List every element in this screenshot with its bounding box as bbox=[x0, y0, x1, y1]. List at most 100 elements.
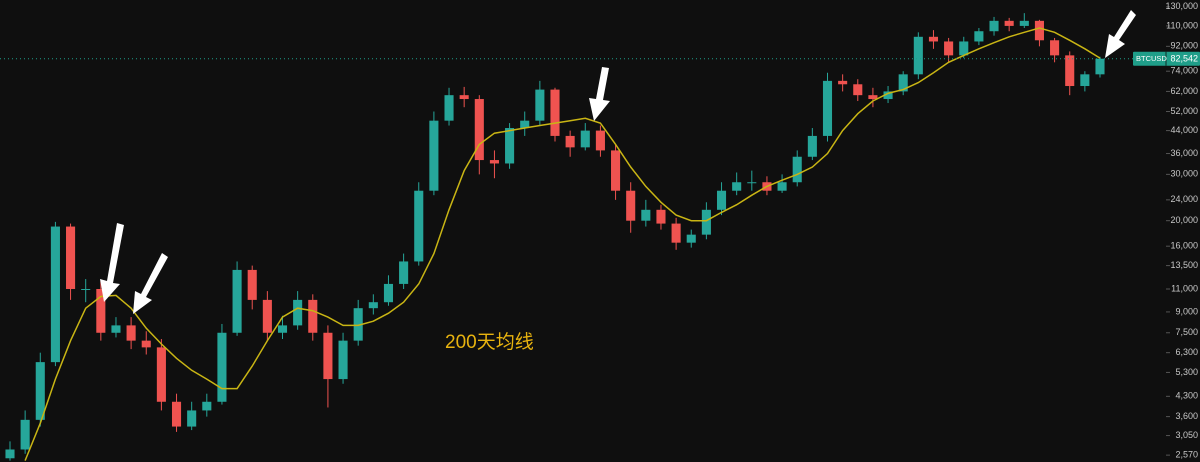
plot-area bbox=[0, 13, 1135, 461]
arrow bbox=[133, 253, 168, 314]
candle-body bbox=[928, 36, 939, 42]
candle-body bbox=[656, 209, 666, 224]
candle-body bbox=[156, 347, 166, 402]
candle-body bbox=[414, 190, 424, 262]
candle-body bbox=[323, 332, 333, 380]
candle-body bbox=[1080, 74, 1090, 87]
candle-body bbox=[807, 135, 817, 157]
candle-body bbox=[262, 299, 272, 333]
y-tick-label: 24,000 bbox=[1170, 194, 1198, 204]
candle-body bbox=[595, 130, 605, 151]
candle-body bbox=[20, 419, 30, 450]
candle-body bbox=[520, 120, 530, 129]
candle-body bbox=[187, 410, 197, 427]
ma-annotation: 200天均线 bbox=[445, 331, 534, 353]
candle-body bbox=[686, 234, 696, 243]
candle-body bbox=[217, 332, 227, 402]
price-label-box bbox=[1133, 51, 1200, 66]
arrow bbox=[100, 223, 124, 302]
candle-body bbox=[459, 95, 469, 100]
candle-body bbox=[429, 120, 439, 191]
candle-body bbox=[171, 401, 182, 427]
y-tick-label: 3,050 bbox=[1175, 430, 1198, 440]
candle-body bbox=[913, 36, 923, 75]
candle-body bbox=[550, 89, 560, 136]
y-tick-label: 36,000 bbox=[1170, 148, 1198, 158]
y-tick-label: 62,000 bbox=[1170, 86, 1198, 96]
y-tick-label: 13,500 bbox=[1170, 260, 1198, 270]
candle-body bbox=[202, 401, 212, 411]
candle-body bbox=[247, 269, 257, 300]
candle-body bbox=[308, 299, 318, 333]
y-tick-label: 2,570 bbox=[1175, 450, 1198, 460]
candle-body bbox=[641, 209, 651, 221]
candle-body bbox=[1004, 20, 1014, 26]
candle-body bbox=[444, 95, 454, 121]
y-tick-label: 9,000 bbox=[1175, 306, 1198, 316]
candle-body bbox=[5, 449, 15, 459]
y-tick-label: 92,000 bbox=[1170, 41, 1198, 51]
candle-body bbox=[565, 135, 575, 148]
candle-body bbox=[1034, 20, 1044, 41]
candle-body bbox=[959, 41, 969, 56]
candle-body bbox=[277, 325, 288, 333]
candle-body bbox=[111, 325, 121, 333]
candle-body bbox=[701, 209, 711, 235]
y-tick-label: 74,000 bbox=[1170, 66, 1198, 76]
candle-body bbox=[535, 89, 545, 121]
candle-body bbox=[822, 80, 833, 136]
y-tick-label: 130,000 bbox=[1165, 1, 1198, 11]
candle-body bbox=[716, 190, 727, 210]
y-tick-label: 52,000 bbox=[1170, 106, 1198, 116]
y-tick-label: 44,000 bbox=[1170, 125, 1198, 135]
candle-body bbox=[944, 41, 954, 56]
candle-body bbox=[383, 283, 394, 303]
candle-body bbox=[792, 156, 802, 183]
y-tick-label: 4,300 bbox=[1175, 391, 1198, 401]
candle-body bbox=[1050, 40, 1060, 56]
candle-body bbox=[1065, 55, 1075, 87]
candle-body bbox=[338, 340, 348, 380]
candle-body bbox=[293, 299, 303, 326]
candle-body bbox=[974, 31, 984, 42]
arrow bbox=[589, 67, 610, 121]
candle-body bbox=[1019, 20, 1029, 26]
ma-line bbox=[24, 27, 1101, 461]
symbol-label: BTCUSD bbox=[1136, 54, 1167, 63]
candle-body bbox=[626, 190, 636, 221]
arrows bbox=[100, 10, 1136, 314]
candle-body bbox=[732, 182, 742, 191]
y-tick-label: 16,000 bbox=[1170, 241, 1198, 251]
candle-body bbox=[35, 362, 45, 420]
arrow bbox=[1105, 10, 1136, 58]
candle-body bbox=[489, 160, 499, 164]
candle-body bbox=[611, 150, 621, 191]
candle-body bbox=[232, 269, 242, 333]
candle-body bbox=[671, 223, 681, 243]
candle-body bbox=[898, 74, 908, 92]
candle-body bbox=[747, 182, 757, 184]
candle-body bbox=[474, 99, 484, 161]
y-tick-label: 6,300 bbox=[1175, 347, 1198, 357]
candle-body bbox=[883, 91, 893, 100]
candle-body bbox=[853, 84, 863, 96]
y-tick-label: 20,000 bbox=[1170, 215, 1198, 225]
y-tick-label: 3,600 bbox=[1175, 411, 1198, 421]
candle-body bbox=[399, 261, 409, 284]
candle-body bbox=[777, 182, 787, 191]
y-tick-label: 5,300 bbox=[1175, 367, 1198, 377]
candle-body bbox=[50, 226, 60, 363]
y-tick-label: 11,000 bbox=[1171, 283, 1198, 293]
candle-body bbox=[838, 80, 848, 85]
price-label: 82,542 bbox=[1170, 54, 1198, 64]
candle-body bbox=[1095, 58, 1105, 75]
candle-body bbox=[368, 302, 378, 309]
y-tick-label: 7,500 bbox=[1175, 327, 1198, 337]
candle-body bbox=[989, 20, 999, 32]
y-tick-label: 110,000 bbox=[1166, 20, 1198, 30]
candle-body bbox=[868, 95, 878, 100]
candle-body bbox=[505, 128, 515, 164]
